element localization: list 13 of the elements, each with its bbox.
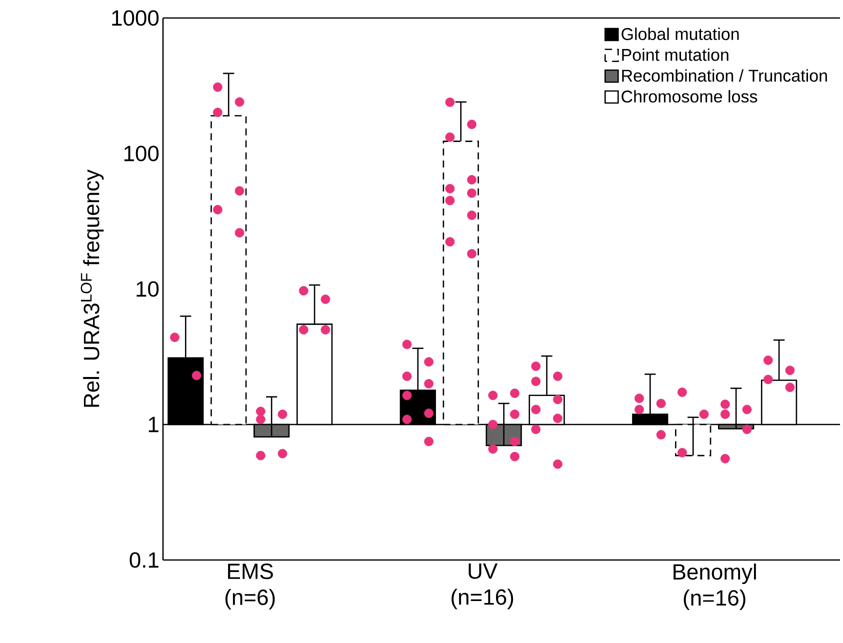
y-tick-label: 1 <box>148 416 158 432</box>
y-tick-label: 0.1 <box>130 552 158 568</box>
x-tick-label: UV (n=16) <box>452 564 514 610</box>
legend-label: Recombination / Truncation <box>622 69 827 82</box>
y-axis-title: Rel. URA3$^{LOF}$ frequency <box>80 169 104 407</box>
legend-label: Global mutation <box>622 28 739 40</box>
y-tick-label: 100 <box>124 146 159 162</box>
legend-label: Point mutation <box>622 48 728 61</box>
x-tick-label: EMS (n=6) <box>225 564 275 610</box>
x-tick-label: Benomyl (n=16) <box>674 564 756 610</box>
y-tick-label: 1000 <box>112 10 159 26</box>
y-tick-label: 10 <box>136 281 159 297</box>
legend-label: Chromosome loss <box>622 90 758 103</box>
